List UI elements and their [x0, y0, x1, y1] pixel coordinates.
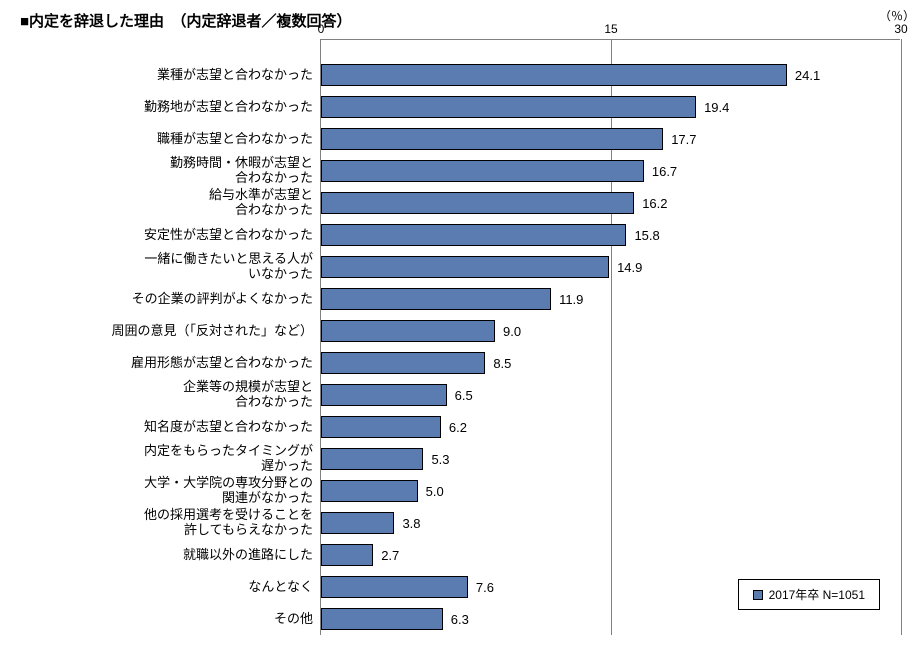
category-label: 就職以外の進路にした — [31, 548, 321, 563]
bar-row: 給与水準が志望と 合わなかった16.2 — [321, 187, 900, 219]
bar — [321, 544, 373, 566]
x-tick-label: 15 — [604, 22, 617, 36]
value-label: 16.2 — [642, 196, 667, 211]
category-label: 勤務地が志望と合わなかった — [31, 100, 321, 115]
x-axis: 01530 — [320, 39, 900, 59]
bar-row: 業種が志望と合わなかった24.1 — [321, 59, 900, 91]
category-label: その他 — [31, 612, 321, 627]
category-label: 他の採用選考を受けることを 許してもらえなかった — [31, 508, 321, 538]
category-label: その企業の評判がよくなかった — [31, 292, 321, 307]
bar — [321, 608, 443, 630]
x-tick-label: 30 — [894, 22, 907, 36]
value-label: 11.9 — [559, 292, 583, 307]
value-label: 6.5 — [455, 388, 473, 403]
bar-row: 雇用形態が志望と合わなかった8.5 — [321, 347, 900, 379]
value-label: 2.7 — [381, 548, 399, 563]
chart-title: ■内定を辞退した理由 （内定辞退者／複数回答） — [20, 10, 898, 31]
grid-line — [901, 39, 902, 635]
category-label: 安定性が志望と合わなかった — [31, 228, 321, 243]
bar-row: 一緒に働きたいと思える人が いなかった14.9 — [321, 251, 900, 283]
bar-row: 内定をもらったタイミングが 遅かった5.3 — [321, 443, 900, 475]
bar — [321, 320, 495, 342]
legend-swatch — [753, 590, 763, 600]
bar — [321, 224, 626, 246]
value-label: 9.0 — [503, 324, 521, 339]
bar-row: 勤務地が志望と合わなかった19.4 — [321, 91, 900, 123]
bar — [321, 192, 634, 214]
category-label: 知名度が志望と合わなかった — [31, 420, 321, 435]
bar-row: 企業等の規模が志望と 合わなかった6.5 — [321, 379, 900, 411]
category-label: 一緒に働きたいと思える人が いなかった — [31, 252, 321, 282]
category-label: 内定をもらったタイミングが 遅かった — [31, 444, 321, 474]
legend-label: 2017年卒 N=1051 — [769, 586, 865, 603]
bar-row: 職種が志望と合わなかった17.7 — [321, 123, 900, 155]
bar-row: 勤務時間・休暇が志望と 合わなかった16.7 — [321, 155, 900, 187]
bar-row: 知名度が志望と合わなかった6.2 — [321, 411, 900, 443]
bar — [321, 384, 447, 406]
value-label: 5.3 — [431, 452, 449, 467]
value-label: 16.7 — [652, 164, 677, 179]
bar — [321, 512, 394, 534]
category-label: 企業等の規模が志望と 合わなかった — [31, 380, 321, 410]
value-label: 17.7 — [671, 132, 696, 147]
bar — [321, 64, 787, 86]
bar-row: その企業の評判がよくなかった11.9 — [321, 283, 900, 315]
category-label: 職種が志望と合わなかった — [31, 132, 321, 147]
bar — [321, 288, 551, 310]
x-tick-label: 0 — [318, 22, 325, 36]
bar-row: 周囲の意見（「反対された」など）9.0 — [321, 315, 900, 347]
bar — [321, 128, 663, 150]
bar — [321, 416, 441, 438]
category-label: 業種が志望と合わなかった — [31, 68, 321, 83]
value-label: 14.9 — [617, 260, 642, 275]
value-label: 8.5 — [493, 356, 511, 371]
bar-row: 安定性が志望と合わなかった15.8 — [321, 219, 900, 251]
category-label: 周囲の意見（「反対された」など） — [31, 324, 321, 339]
value-label: 6.3 — [451, 612, 469, 627]
bar — [321, 96, 696, 118]
value-label: 24.1 — [795, 68, 820, 83]
bar — [321, 576, 468, 598]
category-label: 勤務時間・休暇が志望と 合わなかった — [31, 156, 321, 186]
plot-area: 業種が志望と合わなかった24.1勤務地が志望と合わなかった19.4職種が志望と合… — [320, 59, 900, 635]
bar-row: 就職以外の進路にした2.7 — [321, 539, 900, 571]
value-label: 7.6 — [476, 580, 494, 595]
value-label: 6.2 — [449, 420, 467, 435]
bar — [321, 480, 418, 502]
category-label: 雇用形態が志望と合わなかった — [31, 356, 321, 371]
bar — [321, 448, 423, 470]
chart-container: （％） 01530 業種が志望と合わなかった24.1勤務地が志望と合わなかった1… — [320, 39, 900, 635]
category-label: なんとなく — [31, 580, 321, 595]
legend: 2017年卒 N=1051 — [738, 579, 880, 610]
bar — [321, 256, 609, 278]
bar — [321, 160, 644, 182]
value-label: 15.8 — [634, 228, 659, 243]
category-label: 給与水準が志望と 合わなかった — [31, 188, 321, 218]
category-label: 大学・大学院の専攻分野との 関連がなかった — [31, 476, 321, 506]
bar-row: 大学・大学院の専攻分野との 関連がなかった5.0 — [321, 475, 900, 507]
value-label: 5.0 — [426, 484, 444, 499]
value-label: 19.4 — [704, 100, 729, 115]
bar — [321, 352, 485, 374]
bar-row: 他の採用選考を受けることを 許してもらえなかった3.8 — [321, 507, 900, 539]
value-label: 3.8 — [402, 516, 420, 531]
